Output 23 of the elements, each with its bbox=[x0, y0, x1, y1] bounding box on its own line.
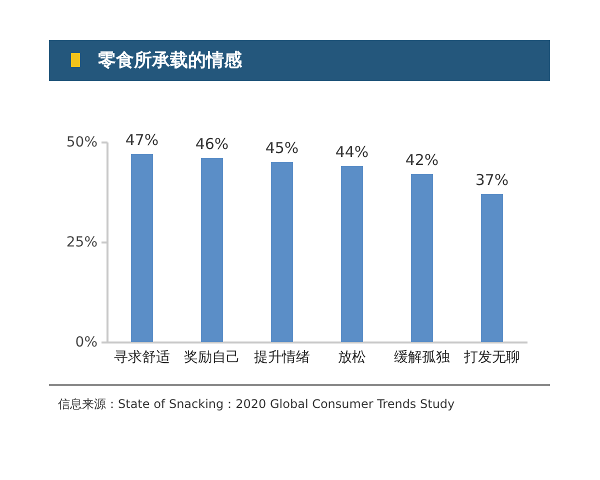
data-label: 37% bbox=[475, 171, 509, 189]
bar bbox=[411, 174, 433, 342]
y-tick-label: 25% bbox=[66, 234, 98, 250]
bar bbox=[271, 162, 293, 342]
y-tick-label: 50% bbox=[66, 134, 98, 150]
text: 信息来源：State of Snacking：2020 Global Consumer Trends Study bbox=[58, 396, 455, 413]
x-tick-label: 打发无聊 bbox=[463, 350, 520, 366]
data-label: 46% bbox=[195, 135, 229, 153]
x-tick-label: 放松 bbox=[338, 350, 366, 366]
data-label: 47% bbox=[125, 131, 159, 149]
data-label: 44% bbox=[335, 143, 369, 161]
x-tick-label: 缓解孤独 bbox=[394, 350, 450, 366]
y-tick-label: 0% bbox=[75, 334, 98, 350]
x-tick-label: 提升情绪 bbox=[254, 350, 310, 366]
x-tick-label: 寻求舒适 bbox=[114, 350, 170, 366]
bar bbox=[481, 194, 503, 342]
x-tick-label: 奖励自己 bbox=[184, 350, 240, 366]
chart-title: 零食所承载的情感 bbox=[98, 49, 242, 73]
data-label: 45% bbox=[265, 139, 299, 157]
bar bbox=[201, 158, 223, 342]
data-label: 42% bbox=[405, 151, 439, 169]
bar bbox=[131, 154, 153, 342]
bar bbox=[341, 166, 363, 342]
